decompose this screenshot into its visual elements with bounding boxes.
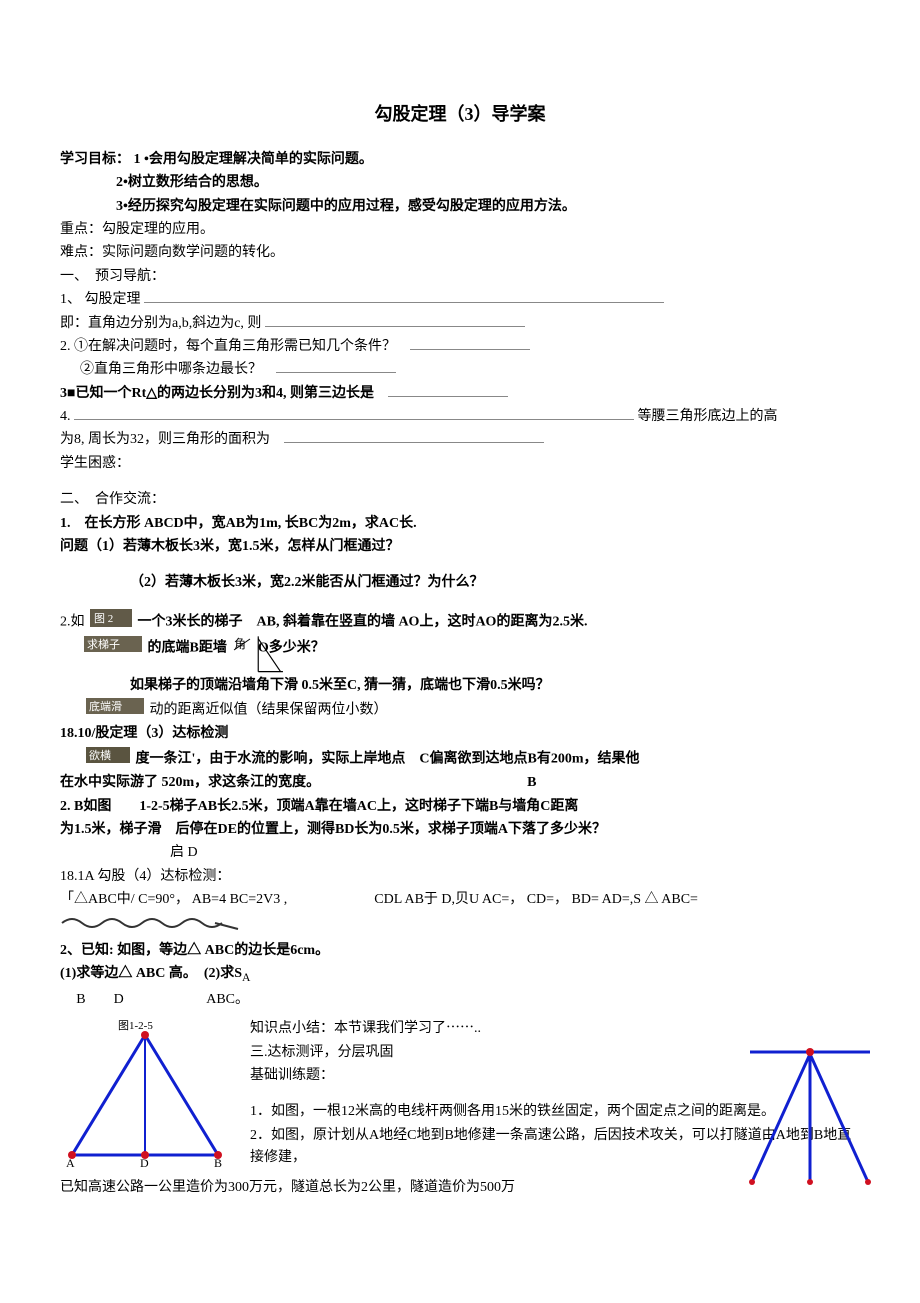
sec2-p1c: （2）若薄木板长3米，宽2.2米能否从门框通过？为什么？ xyxy=(60,572,860,594)
sec2-p4b: 「△ABC中/ C=90°， AB=4 BC=2V3 , xyxy=(60,892,287,907)
triangle-figure: 图1-2-5 A D B xyxy=(60,1017,230,1175)
sec2-p2a-line1: 2.如 图 2 一个3米长的梯子 AB, 斜着靠在竖直的墙 AO上，这时AO的距… xyxy=(60,609,860,635)
blank-5 xyxy=(388,383,508,397)
scribble-fig2-label: 图 2 xyxy=(94,612,113,625)
sec1-l3-text: 3■已知一个Rt△的两边长分别为3和4, 则第三边长是 xyxy=(60,386,374,401)
blank-7 xyxy=(284,429,544,443)
tri-fig-label: 图1-2-5 xyxy=(118,1019,153,1032)
sec1-l5: 学生困惑： xyxy=(60,453,860,475)
sec2-p5c: B D ABC。 xyxy=(60,989,860,1011)
svg-text:B: B xyxy=(214,1156,222,1167)
sec2-p3c: 启 D xyxy=(60,842,860,864)
sec2-p2c-line: 底端滑 动的距离近似值（结果保留两位小数） xyxy=(60,698,860,722)
scribble-angle: 角 xyxy=(232,636,252,660)
scribble-fig2: 图 2 xyxy=(90,609,132,635)
svg-text:D: D xyxy=(140,1156,149,1167)
blank-1 xyxy=(144,289,664,303)
sec2-p2a-line2: 求梯子 的底端B距墙 角 O多少米？ xyxy=(60,636,860,660)
difficulty-label: 难点： xyxy=(60,245,102,260)
difficulty-text: 实际问题向数学问题的转化。 xyxy=(102,245,284,260)
sec2-p2c: 动的距离近似值（结果保留两位小数） xyxy=(150,702,388,717)
sec1-l2b: ②直角三角形中哪条边最长？ xyxy=(60,359,860,381)
sec1-l2b-text: ②直角三角形中哪条边最长？ xyxy=(80,362,262,377)
sec2-p3a: 2. B如图 1-2-5梯子AB长2.5米，顶端A靠在墙AC上，这时梯子下端B与… xyxy=(60,796,860,818)
sec1-l1b: 即：直角边分别为a,b,斜边为c, 则 xyxy=(60,313,860,335)
sec2-p2f: 在水中实际游了 520m，求这条江的宽度。 xyxy=(60,775,320,790)
goals-line-1: 学习目标： 1 •会用勾股定理解决简单的实际问题。 xyxy=(60,149,860,171)
sec1-l1b-pre: 即：直角边分别为a,b,斜边为c, 则 xyxy=(60,316,261,331)
sec2-p5c-right: ABC。 xyxy=(206,992,249,1007)
sec2-p5b: (1)求等边△ ABC 高。 (2)求SA xyxy=(60,963,860,987)
sec2-p2a-mid1: 一个3米长的梯子 AB, 斜着靠在竖直的墙 AO上，这时AO的距离为2.5米. xyxy=(138,614,588,629)
blank-6 xyxy=(74,406,634,420)
difficulty-line: 难点：实际问题向数学问题的转化。 xyxy=(60,242,860,264)
sec2-p4b-right: CDL AB于 D,贝U AC=， CD=， BD= AD=,S △ ABC= xyxy=(374,892,698,907)
sec2-p4a: 18.1A 勾股（4）达标检测： xyxy=(60,866,860,888)
keypoint-line: 重点：勾股定理的应用。 xyxy=(60,219,860,241)
svg-text:欲横: 欲横 xyxy=(89,748,111,762)
sec2-p2e: 度一条江'，由于水流的影响，实际上岸地点 C偏离欲到达地点B有200m，结果他 xyxy=(136,751,640,766)
sec2-p2a-mid3: O多少米？ xyxy=(258,641,325,656)
sec1-l2a: 2. ①在解决问题时，每个直角三角形需已知几个条件？ xyxy=(60,336,860,358)
sec2-p1b: 问题（1）若薄木板长3米，宽1.5米，怎样从门框通过？ xyxy=(60,536,860,558)
sec2-p5c-left: B D xyxy=(60,989,140,1011)
keypoint-label: 重点： xyxy=(60,222,102,237)
blank-4 xyxy=(276,359,396,373)
sec1-l4-pre: 4. xyxy=(60,409,71,424)
sec2-p2f-right: B xyxy=(527,775,536,790)
goal-2: 2•树立数形结合的思想。 xyxy=(60,172,860,194)
svg-text:底端滑: 底端滑 xyxy=(89,699,122,713)
sec1-l2a-text: 2. ①在解决问题时，每个直角三角形需已知几个条件？ xyxy=(60,339,396,354)
sec1-l4: 4. 等腰三角形底边上的高 xyxy=(60,406,860,428)
sec1-heading: 一、 预习导航： xyxy=(60,266,860,288)
sec2-p2f-line: 在水中实际游了 520m，求这条江的宽度。 B xyxy=(60,772,860,794)
sec1-l4b-text: 为8, 周长为32，则三角形的面积为 xyxy=(60,432,270,447)
summary1: 知识点小结：本节课我们学习了⋯⋯.. xyxy=(250,1018,860,1040)
sec2-p3b: 为1.5米，梯子滑 后停在DE的位置上，测得BD长为0.5米，求梯子顶端A下落了… xyxy=(60,819,860,841)
doc-title: 勾股定理（3）导学案 xyxy=(60,100,860,129)
pole-figure xyxy=(740,1042,880,1200)
keypoint-text: 勾股定理的应用。 xyxy=(102,222,214,237)
sec2-p2a-mid2: 的底端B距墙 xyxy=(148,641,227,656)
blank-3 xyxy=(410,336,530,350)
scribble-ladder-text: 求梯子 xyxy=(84,636,142,660)
sec2-p2a-pre: 2.如 xyxy=(60,614,85,629)
sec2-p4b-line: 「△ABC中/ C=90°， AB=4 BC=2V3 , CDL AB于 D,贝… xyxy=(60,889,860,911)
goals-label: 学习目标： xyxy=(60,152,130,167)
sec1-l4-post: 等腰三角形底边上的高 xyxy=(638,409,778,424)
goal-1: 1 •会用勾股定理解决简单的实际问题。 xyxy=(134,152,373,167)
svg-text:A: A xyxy=(66,1156,75,1167)
sec2-p2d: 18.10/股定理（3）达标检测 xyxy=(60,723,860,745)
sec2-p2b: 如果梯子的顶端沿墙角下滑 0.5米至C, 猜一猜，底端也下滑0.5米吗？ xyxy=(60,675,860,697)
sec1-l1-pre: 1、 勾股定理 xyxy=(60,292,141,307)
sec1-l3: 3■已知一个Rt△的两边长分别为3和4, 则第三边长是 xyxy=(60,383,860,405)
scribble-river: 欲横 xyxy=(86,747,130,771)
svg-text:求梯子: 求梯子 xyxy=(87,638,120,651)
scribble-slide: 底端滑 xyxy=(86,698,144,722)
sec2-p1a: 1. 在长方形 ABCD中，宽AB为1m, 长BC为2m，求AC长. xyxy=(60,513,860,535)
sec2-heading: 二、 合作交流： xyxy=(60,489,860,511)
squiggle-icon xyxy=(60,913,240,931)
sec2-p5b-text: (1)求等边△ ABC 高。 (2)求S xyxy=(60,966,242,981)
sec1-l1: 1、 勾股定理 xyxy=(60,289,860,311)
goal-3: 3•经历探究勾股定理在实际问题中的应用过程，感受勾股定理的应用方法。 xyxy=(60,196,860,218)
squiggle-line xyxy=(60,913,860,939)
sec1-l4b: 为8, 周长为32，则三角形的面积为 xyxy=(60,429,860,451)
sec2-p2e-line: 欲横 度一条江'，由于水流的影响，实际上岸地点 C偏离欲到达地点B有200m，结… xyxy=(60,747,860,771)
sec2-p5a: 2、已知: 如图，等边△ ABC的边长是6cm。 xyxy=(60,940,860,962)
blank-2 xyxy=(265,313,525,327)
